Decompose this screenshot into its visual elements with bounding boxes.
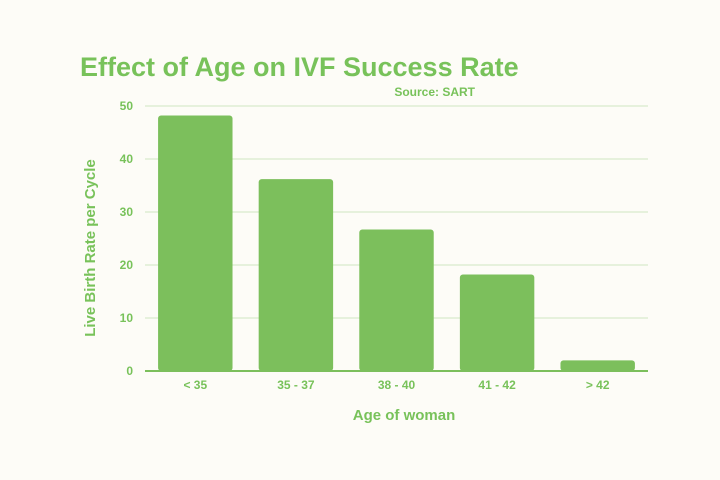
- x-tick-label: 38 - 40: [378, 378, 416, 392]
- x-tick-label: 41 - 42: [478, 378, 516, 392]
- bars: [158, 115, 635, 371]
- bar: [158, 115, 233, 371]
- x-axis-ticks: < 35 35 - 37 38 - 40 41 - 42 > 42: [183, 378, 609, 392]
- bar: [258, 179, 334, 371]
- chart-title: Effect of Age on IVF Success Rate: [80, 52, 519, 82]
- y-tick-label: 30: [120, 205, 134, 219]
- bar: [560, 360, 635, 371]
- y-axis-label: Live Birth Rate per Cycle: [82, 159, 99, 337]
- chart-subtitle: Source: SART: [394, 85, 475, 99]
- y-axis-ticks: 0 10 20 30 40 50: [120, 99, 134, 378]
- y-tick-label: 0: [126, 364, 133, 378]
- bar: [359, 229, 434, 371]
- x-tick-label: 35 - 37: [277, 378, 315, 392]
- bar: [459, 274, 535, 371]
- y-tick-label: 20: [120, 258, 134, 272]
- y-tick-label: 10: [120, 311, 134, 325]
- y-tick-label: 50: [120, 99, 134, 113]
- y-tick-label: 40: [120, 152, 134, 166]
- x-tick-label: < 35: [183, 378, 207, 392]
- x-axis-label: Age of woman: [353, 407, 456, 424]
- x-tick-label: > 42: [586, 378, 610, 392]
